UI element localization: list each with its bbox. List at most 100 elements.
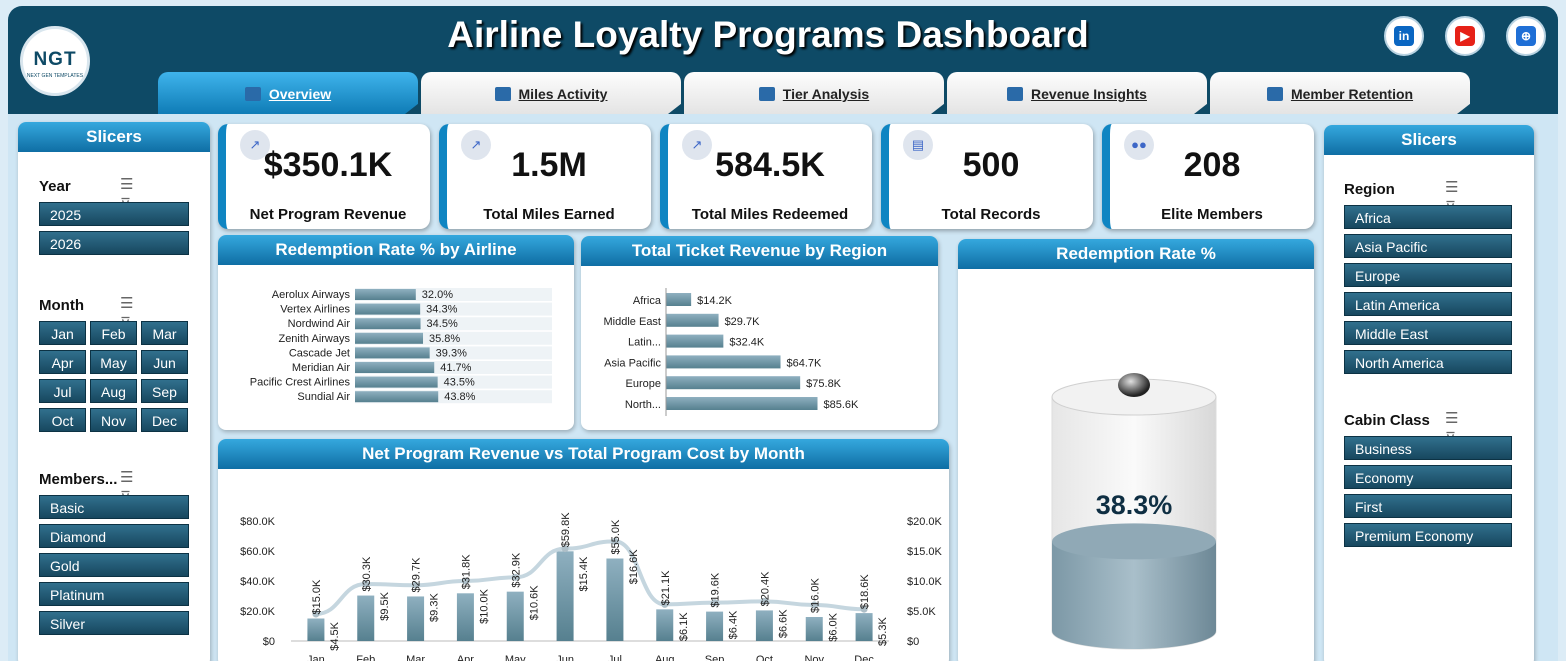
multi-select-icon[interactable]: ☰: [120, 469, 134, 486]
bar-meridian-air: [355, 362, 435, 373]
category-label: Nordwind Air: [288, 318, 351, 330]
kpi-card-elite-members: ●● 208 Elite Members: [1102, 124, 1314, 229]
bar-value-label: $29.7K: [725, 316, 761, 328]
tab-label: Overview: [268, 86, 332, 102]
slicer-item-basic[interactable]: Basic: [39, 495, 189, 519]
youtube-icon: ▶: [1455, 26, 1475, 46]
bar-nov: [805, 617, 823, 641]
year-slicer-tools: ☰⊽: [120, 175, 190, 213]
slicer-item-oct[interactable]: Oct: [39, 408, 86, 432]
line-data-label: $6.4K: [728, 610, 740, 639]
slicer-item-latin-america[interactable]: Latin America: [1344, 292, 1512, 316]
bar-nordwind-air: [355, 318, 421, 330]
slicer-item-gold[interactable]: Gold: [39, 553, 189, 577]
cost-point: [461, 577, 469, 585]
people-icon: ●●: [1124, 130, 1154, 160]
line-data-label: $4.5K: [329, 621, 341, 650]
slicer-item-jun[interactable]: Jun: [141, 350, 188, 374]
tab-overview[interactable]: Overview: [158, 72, 418, 114]
slicer-item-aug[interactable]: Aug: [90, 379, 137, 403]
linkedin-button[interactable]: in: [1384, 16, 1424, 56]
slicer-item-africa[interactable]: Africa: [1344, 205, 1512, 229]
year-slicer-title: Year: [39, 178, 71, 195]
bar-data-label: $29.7K: [411, 557, 423, 593]
slicer-item-mar[interactable]: Mar: [141, 321, 188, 345]
category-label: Latin...: [628, 337, 661, 349]
slicer-item-middle-east[interactable]: Middle East: [1344, 321, 1512, 345]
y-left-tick: $60.0K: [240, 546, 276, 558]
line-data-label: $6.0K: [827, 612, 839, 641]
slicer-item-business[interactable]: Business: [1344, 436, 1512, 460]
chart-icon: ↗: [240, 130, 270, 160]
slicer-item-premium-economy[interactable]: Premium Economy: [1344, 523, 1512, 547]
bar-value-label: 32.0%: [422, 289, 453, 301]
bar-oct: [755, 610, 773, 641]
bar-value-label: 43.5%: [444, 377, 475, 389]
x-tick-label: Apr: [457, 654, 474, 661]
slicer-item-silver[interactable]: Silver: [39, 611, 189, 635]
slicer-item-sep[interactable]: Sep: [141, 379, 188, 403]
x-tick-label: Jul: [608, 654, 622, 661]
cost-point: [611, 537, 619, 545]
line-data-label: $6.6K: [777, 609, 789, 638]
slicer-item-jan[interactable]: Jan: [39, 321, 86, 345]
slicer-item-2025[interactable]: 2025: [39, 202, 189, 226]
slicer-item-diamond[interactable]: Diamond: [39, 524, 189, 548]
multi-select-icon[interactable]: ☰: [120, 176, 134, 193]
logo: NGT NEXT GEN TEMPLATES: [20, 26, 90, 96]
slicer-item-nov[interactable]: Nov: [90, 408, 137, 432]
y-left-tick: $40.0K: [240, 576, 276, 588]
slicer-item-jul[interactable]: Jul: [39, 379, 86, 403]
gauge-fill-top: [1052, 523, 1216, 560]
bar-value-label: $14.2K: [697, 295, 733, 307]
bar-data-label: $18.6K: [859, 574, 871, 610]
slicer-item-europe[interactable]: Europe: [1344, 263, 1512, 287]
bar-vertex-airlines: [355, 303, 421, 315]
bar-pacific-crest-airlines: [355, 376, 438, 388]
bar-cascade-jet: [355, 347, 430, 359]
gauge-title: Redemption Rate %: [958, 239, 1314, 269]
kpi-card-net-program-revenue: ↗ $350.1K Net Program Revenue: [218, 124, 430, 229]
airline-chart: Aerolux Airways 32.0% Vertex Airlines 34.3%…: [250, 288, 552, 404]
slicer-item-feb[interactable]: Feb: [90, 321, 137, 345]
right-slicers-title: Slicers: [1324, 125, 1534, 155]
line-data-label: $5.3K: [877, 617, 889, 646]
slicer-item-economy[interactable]: Economy: [1344, 465, 1512, 489]
kpi-value: 208: [1183, 146, 1241, 184]
y-left-tick: $20.0K: [240, 606, 276, 618]
tab-revenue-insights[interactable]: Revenue Insights: [947, 72, 1207, 114]
bar-data-label: $32.9K: [510, 552, 522, 588]
kpi-label: Elite Members: [1161, 206, 1263, 223]
slicer-item-apr[interactable]: Apr: [39, 350, 86, 374]
bar-africa: [666, 293, 692, 306]
x-tick-label: Feb: [356, 654, 375, 661]
bar-data-label: $55.0K: [610, 519, 622, 555]
slicer-item-platinum[interactable]: Platinum: [39, 582, 189, 606]
slicer-item-may[interactable]: May: [90, 350, 137, 374]
linkedin-icon: in: [1394, 26, 1414, 46]
youtube-button[interactable]: ▶: [1445, 16, 1485, 56]
tab-miles-activity[interactable]: Miles Activity: [421, 72, 681, 114]
slicer-item-north-america[interactable]: North America: [1344, 350, 1512, 374]
bar-value-label: 43.8%: [444, 391, 475, 403]
slicer-item-2026[interactable]: 2026: [39, 231, 189, 255]
multi-select-icon[interactable]: ☰: [1445, 179, 1459, 196]
slicer-item-dec[interactable]: Dec: [141, 408, 188, 432]
multi-select-icon[interactable]: ☰: [120, 295, 134, 312]
bar-jan: [307, 618, 325, 641]
category-label: Meridian Air: [292, 362, 350, 374]
chart-icon: ↗: [682, 130, 712, 160]
line-data-label: $10.6K: [528, 585, 540, 621]
gauge-fill: [1052, 541, 1216, 649]
slicer-item-first[interactable]: First: [1344, 494, 1512, 518]
cost-point: [860, 605, 868, 613]
cost-point: [412, 581, 420, 589]
tab-member-retention[interactable]: Member Retention: [1210, 72, 1470, 114]
bar-jul: [606, 558, 624, 641]
left-slicers-title: Slicers: [18, 122, 210, 152]
x-tick-label: Dec: [854, 654, 874, 661]
globe-button[interactable]: ⊕: [1506, 16, 1546, 56]
slicer-item-asia-pacific[interactable]: Asia Pacific: [1344, 234, 1512, 258]
tab-tier-analysis[interactable]: Tier Analysis: [684, 72, 944, 114]
multi-select-icon[interactable]: ☰: [1445, 410, 1459, 427]
